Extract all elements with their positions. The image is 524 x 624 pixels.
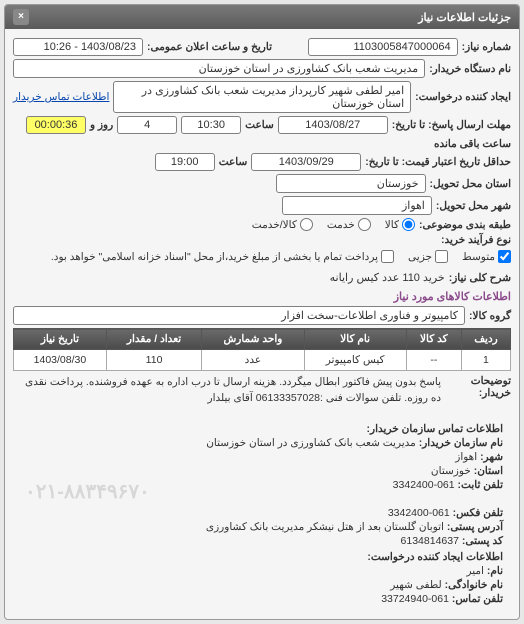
check-note[interactable]: پرداخت تمام یا بخشی از مبلغ خرید،از محل … — [51, 250, 394, 263]
org-prov-label: استان: — [474, 465, 503, 477]
org-value: مدیریت شعب بانک کشاورزی در استان خوزستان — [206, 437, 416, 449]
td-3: عدد — [202, 350, 304, 371]
org-post: 6134814637 — [401, 535, 459, 547]
check-large[interactable]: جزیی — [408, 250, 448, 263]
org-tel: 061-3342400 — [393, 479, 455, 491]
buyer-label: نام دستگاه خریدار: — [429, 63, 511, 75]
th-1: کد کالا — [406, 329, 461, 350]
org-tel-label: تلفن ثابت: — [458, 479, 503, 491]
td-5: 1403/08/30 — [14, 350, 107, 371]
panel-body: شماره نیاز: 1103005847000064 تاریخ و ساع… — [5, 29, 519, 619]
creator-name: امیر — [466, 565, 484, 577]
td-1: -- — [406, 350, 461, 371]
buytype-label: نوع فرآیند خرید: — [441, 234, 511, 246]
buyer-desc-label: توضیحات خریدار: — [441, 375, 511, 407]
validity-label: حداقل تاریخ اعتبار قیمت: تا تاریخ: — [365, 156, 511, 168]
deadline-date: 1403/08/27 — [278, 116, 388, 134]
city-value: اهواز — [282, 196, 432, 215]
org-info-block: اطلاعات تماس سازمان خریدار: نام سازمان خ… — [13, 415, 511, 613]
panel-header: جزئیات اطلاعات نیاز × — [5, 5, 519, 29]
details-panel: جزئیات اطلاعات نیاز × شماره نیاز: 110300… — [4, 4, 520, 620]
req-no-label: شماره نیاز: — [462, 41, 511, 53]
summary-label: شرح کلی نیاز: — [449, 272, 511, 284]
th-4: تعداد / مقدار — [106, 329, 201, 350]
buytype-checks: متوسط جزیی پرداخت تمام یا بخشی از مبلغ خ… — [51, 250, 511, 263]
panel-title: جزئیات اطلاعات نیاز — [418, 11, 511, 24]
radio-both[interactable]: کالا/خدمت — [252, 218, 313, 231]
table-header-row: ردیف کد کالا نام کالا واحد شمارش تعداد /… — [14, 329, 511, 350]
creator-name-label: نام: — [487, 565, 503, 577]
org-fax: 061-3342400 — [388, 507, 450, 519]
goods-table: ردیف کد کالا نام کالا واحد شمارش تعداد /… — [13, 328, 511, 371]
time-label-1: ساعت — [245, 119, 274, 131]
td-4: 110 — [106, 350, 201, 371]
check-medium[interactable]: متوسط — [462, 250, 511, 263]
org-label: نام سازمان خریدار: — [419, 437, 503, 449]
goods-section-title: اطلاعات کالاهای مورد نیاز — [13, 290, 511, 303]
province-value: خوزستان — [276, 174, 426, 193]
org-fax-label: تلفن فکس: — [453, 507, 503, 519]
td-0: 1 — [461, 350, 510, 371]
datetime-label: تاریخ و ساعت اعلان عمومی: — [147, 41, 272, 53]
days-label: روز و — [90, 119, 113, 131]
radio-kala[interactable]: کالا — [385, 218, 415, 231]
creator-family: لطفی شهیر — [390, 579, 441, 591]
validity-date: 1403/09/29 — [251, 153, 361, 171]
creator-label: ایجاد کننده درخواست: — [415, 91, 511, 103]
table-row: 1 -- کیس کامپیوتر عدد 110 1403/08/30 — [14, 350, 511, 371]
creator-tel-label: تلفن تماس: — [452, 593, 503, 605]
category-label: طبقه بندی موضوعی: — [419, 219, 511, 231]
radio-khadamat[interactable]: خدمت — [327, 218, 371, 231]
city-label: شهر محل تحویل: — [436, 200, 511, 212]
th-2: نام کالا — [304, 329, 406, 350]
close-icon[interactable]: × — [13, 9, 29, 25]
th-3: واحد شمارش — [202, 329, 304, 350]
req-no-value: 1103005847000064 — [308, 38, 458, 56]
contact-link[interactable]: اطلاعات تماس خریدار — [13, 91, 109, 103]
group-value: کامپیوتر و فناوری اطلاعات-سخت افزار — [13, 306, 465, 325]
days-count: 4 — [117, 116, 177, 134]
check-large-input[interactable] — [435, 250, 448, 263]
buyer-value: مدیریت شعب بانک کشاورزی در استان خوزستان — [13, 59, 425, 78]
th-0: ردیف — [461, 329, 510, 350]
group-label: گروه کالا: — [469, 310, 511, 322]
creator-value: امیر لطفی شهیر کارپرداز مدیریت شعب بانک … — [113, 81, 411, 113]
org-city-label: شهر: — [480, 451, 503, 463]
datetime-value: 1403/08/23 - 10:26 — [13, 38, 143, 56]
td-2: کیس کامپیوتر — [304, 350, 406, 371]
province-label: استان محل تحویل: — [430, 178, 511, 190]
org-post-label: کد پستی: — [462, 535, 503, 547]
radio-khadamat-input[interactable] — [358, 218, 371, 231]
creator-info-title: اطلاعات ایجاد کننده درخواست: — [367, 551, 503, 563]
check-medium-input[interactable] — [498, 250, 511, 263]
time-label-2: ساعت — [219, 156, 248, 168]
org-info-title: اطلاعات تماس سازمان خریدار: — [367, 423, 503, 435]
org-addr: اتوبان گلستان بعد از هتل نیشکر مدیریت با… — [206, 521, 444, 533]
th-5: تاریخ نیاز — [14, 329, 107, 350]
remain-label: ساعت باقی مانده — [434, 138, 511, 150]
radio-both-input[interactable] — [300, 218, 313, 231]
deadline-label: مهلت ارسال پاسخ: تا تاریخ: — [392, 119, 511, 131]
watermark-phone: ۰۲۱-۸۸۳۴۹۶۷۰ — [25, 479, 150, 504]
validity-time: 19:00 — [155, 153, 215, 171]
radio-kala-input[interactable] — [402, 218, 415, 231]
org-city: اهواز — [455, 451, 477, 463]
creator-tel: 061-33724940 — [381, 593, 449, 605]
category-radios: کالا خدمت کالا/خدمت — [252, 218, 415, 231]
summary-value: خرید 110 عدد کیس رایانه — [330, 271, 445, 284]
deadline-time: 10:30 — [181, 116, 241, 134]
org-addr-label: آدرس پستی: — [447, 521, 503, 533]
check-note-input[interactable] — [381, 250, 394, 263]
creator-family-label: نام خانوادگی: — [445, 579, 503, 591]
remain-time: 00:00:36 — [26, 116, 86, 134]
org-prov: خوزستان — [431, 465, 471, 477]
buyer-desc-text: پاسخ بدون پیش فاکتور ابطال میگردد. هزینه… — [13, 375, 441, 407]
